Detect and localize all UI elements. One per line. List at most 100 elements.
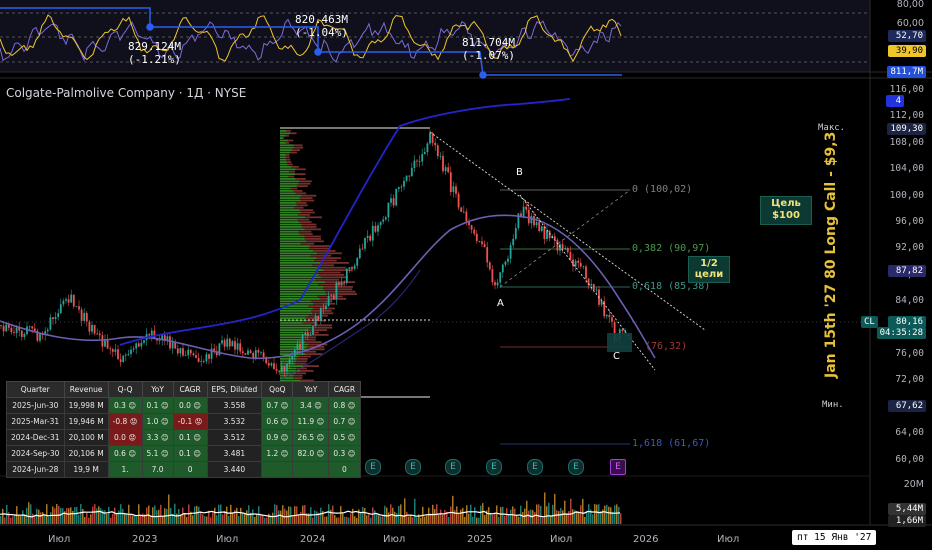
fin-table-cell: 0.3 😊	[107, 397, 143, 414]
earnings-marker-icon[interactable]: E	[610, 459, 626, 475]
osc-annotation-3: 811.704M (-1.07%)	[462, 36, 515, 62]
time-axis-label: Июл	[383, 534, 406, 545]
fin-table-cell: 0.9 😊	[261, 429, 294, 446]
price-axis-label: 100,00	[889, 189, 924, 201]
volume-badge-2: 1,66M	[888, 515, 926, 527]
fib-label-1618: 1,618 (61,67)	[632, 438, 711, 449]
fin-table-row: 2025-Mar-31 19,946 M -0.8 😟 1.0 😊 -0.1 😟 3.53…	[6, 413, 361, 430]
fin-table-cell: 19,9 M	[63, 461, 109, 478]
fin-table-cell	[292, 461, 330, 478]
price-axis-label: 60,00	[895, 453, 924, 465]
earnings-marker-icon[interactable]: E	[405, 459, 421, 475]
fin-table-cell: -0.1 😟	[172, 413, 208, 430]
volume-axis-top: 20M	[903, 479, 924, 490]
time-axis-label: 2023	[132, 534, 158, 545]
fin-table-cell: 0.0 😟	[107, 429, 143, 446]
fib-label-0382: 0,382 (90,97)	[632, 243, 711, 254]
volume-histogram	[0, 492, 622, 524]
min-value-badge: 67,62	[888, 400, 926, 412]
fib-label-c: (76,32)	[645, 341, 688, 352]
candlesticks	[0, 129, 626, 377]
trendlines[interactable]	[429, 131, 706, 371]
fin-table-cell: 3.512	[206, 429, 263, 446]
fin-table-cell: 11.9 😊	[292, 413, 330, 430]
fin-table-cell: 0.7 😊	[261, 397, 294, 414]
fibonacci-levels[interactable]	[499, 189, 631, 445]
fin-table-cell: 5.1 😊	[141, 445, 174, 462]
half-target-box[interactable]: 1/2 цели	[688, 256, 730, 283]
oscillator-yellow-line	[0, 14, 622, 63]
cl-value-badge: 80,16	[888, 316, 926, 328]
time-axis-label: 2024	[300, 534, 326, 545]
max-label: Макс.	[818, 123, 846, 133]
fin-table-header: QoQ	[261, 381, 294, 398]
fin-table-header: Q-Q	[107, 381, 143, 398]
fin-table-cell: 2024-Jun-28	[6, 461, 65, 478]
fin-table-cell: 19,998 M	[63, 397, 109, 414]
fin-table-header: YoY	[141, 381, 174, 398]
financials-table: Quarter Revenue Q-Q YoY CAGR EPS, Diluted QoQ Y…	[6, 381, 361, 478]
fin-table-cell: 7.0	[141, 461, 174, 478]
price-axis-label: 64,00	[895, 427, 924, 439]
fin-table-cell: 3.3 😊	[141, 429, 174, 446]
fin-table-cell: -0.8 😟	[107, 413, 143, 430]
fin-table-cell: 1.	[107, 461, 143, 478]
fin-table-cell: 3.558	[206, 397, 263, 414]
time-cursor-label: пт 15 Янв '27	[792, 530, 877, 545]
time-axis-label: 2026	[633, 534, 659, 545]
fin-table-cell: 2024-Sep-30	[6, 445, 65, 462]
fin-table-cell: 2025-Jun-30	[6, 397, 65, 414]
fin-table-cell: 0.1 😊	[172, 429, 208, 446]
fin-table-row: 2024-Jun-28 19,9 M 1. 7.0 0 3.440 0	[6, 461, 361, 478]
osc-axis-label: 80,00	[896, 0, 924, 10]
fin-table-cell: 0.3 😊	[328, 445, 361, 462]
moving-average-blue	[119, 98, 571, 346]
fin-table-header: CAGR	[172, 381, 208, 398]
earnings-marker-icon[interactable]: E	[527, 459, 543, 475]
wave-label-a: A	[497, 298, 504, 309]
price-axis-label: 92,00	[895, 242, 924, 254]
oscillator-annotation-lines	[0, 7, 622, 79]
fib-label-0618: 0,618 (85,38)	[632, 281, 711, 292]
level-badge: 87,82	[888, 265, 926, 277]
time-axis-label: Июл	[550, 534, 573, 545]
price-axis-label: 104,00	[889, 163, 924, 175]
fin-table-cell: 20,106 M	[63, 445, 109, 462]
target-box[interactable]: Цель $100	[760, 196, 812, 225]
earnings-marker-icon[interactable]: E	[568, 459, 584, 475]
oscillator-pane	[0, 0, 870, 72]
fin-table-cell: 0.6 😊	[107, 445, 143, 462]
profile-top-line	[280, 127, 430, 129]
fin-table-cell: 82.0 😊	[292, 445, 330, 462]
earnings-marker-icon[interactable]: E	[486, 459, 502, 475]
fin-table-header: Quarter	[6, 381, 65, 398]
fin-table-cell: 3.440	[206, 461, 263, 478]
fin-table-cell: 2025-Mar-31	[6, 413, 65, 430]
osc-badge-purple: 52,70	[888, 30, 926, 42]
fin-table-header: YoY	[292, 381, 330, 398]
earnings-marker-icon[interactable]: E	[445, 459, 461, 475]
fin-table-cell: 3.4 😊	[292, 397, 330, 414]
fin-table-cell: 0	[328, 461, 361, 478]
time-axis-label: Июл	[216, 534, 239, 545]
fin-table-cell: 0.6 😊	[261, 413, 294, 430]
volume-profile	[280, 130, 358, 396]
vertical-note: Jan 15th '27 80 Long Call - $9,3	[823, 131, 839, 378]
fin-table-cell: 20,100 M	[63, 429, 109, 446]
fin-table-cell: 19,946 M	[63, 413, 109, 430]
fin-table-row: 2025-Jun-30 19,998 M 0.3 😊 0.1 😊 0.0 😊 3.558 0…	[6, 397, 361, 414]
badge-four: 4	[886, 95, 904, 107]
wave-label-c: C	[613, 351, 620, 362]
earnings-marker-icon[interactable]: E	[365, 459, 381, 475]
osc-badge-yellow: 39,90	[888, 45, 926, 57]
osc-annotation-1: 829.124M (-1.21%)	[128, 40, 181, 66]
price-axis-label: 108,00	[889, 136, 924, 148]
oscillator-purple-line	[0, 18, 622, 63]
fin-table-cell: 0.0 😊	[172, 397, 208, 414]
fin-table-header: CAGR	[328, 381, 361, 398]
time-axis-label: 2025	[467, 534, 493, 545]
cl-countdown: 04:35:28	[876, 327, 926, 339]
fin-table-cell: 0.8 😊	[328, 397, 361, 414]
fin-table-cell	[261, 461, 294, 478]
fin-table-cell: 0	[172, 461, 208, 478]
